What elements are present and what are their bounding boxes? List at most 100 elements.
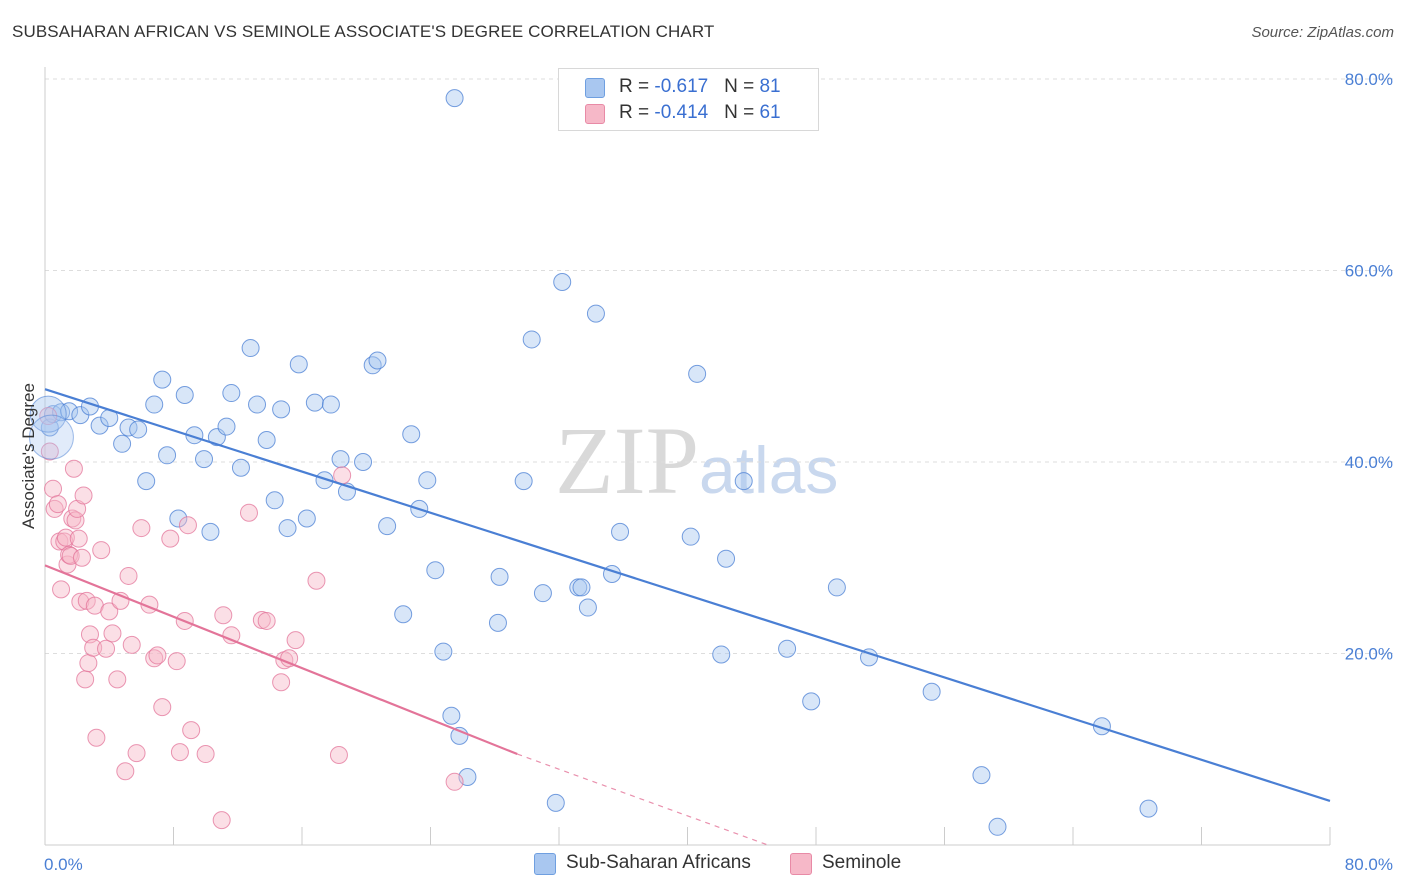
point-sub-saharan bbox=[331, 450, 350, 469]
point-sub-saharan bbox=[802, 692, 821, 711]
legend-text-sub-saharan: R = -0.617 N = 81 bbox=[619, 76, 781, 98]
point-sub-saharan bbox=[586, 304, 605, 323]
point-sub-saharan bbox=[402, 425, 421, 444]
point-seminole bbox=[61, 546, 80, 565]
point-seminole bbox=[132, 519, 151, 538]
point-sub-saharan bbox=[490, 567, 509, 586]
points-layer bbox=[28, 89, 1158, 836]
point-sub-saharan bbox=[922, 682, 941, 701]
trend-line-seminole-extrapolated bbox=[517, 753, 769, 846]
point-sub-saharan bbox=[354, 453, 373, 471]
point-seminole bbox=[100, 602, 119, 621]
y-tick-label: 60.0% bbox=[1345, 262, 1393, 281]
point-sub-saharan bbox=[418, 471, 437, 490]
point-sub-saharan bbox=[522, 330, 541, 349]
legend-swatch-sub-saharan bbox=[585, 78, 605, 98]
legend-text-seminole: R = -0.414 N = 61 bbox=[619, 102, 781, 124]
point-sub-saharan bbox=[394, 605, 413, 624]
point-sub-saharan-cluster bbox=[29, 395, 67, 433]
point-sub-saharan bbox=[113, 434, 132, 453]
point-seminole bbox=[153, 698, 172, 717]
point-seminole bbox=[119, 566, 138, 585]
point-seminole bbox=[45, 499, 64, 518]
point-seminole bbox=[329, 745, 348, 764]
stats-legend: R = -0.617 N = 81 R = -0.414 N = 61 bbox=[558, 68, 819, 131]
chart-title: SUBSAHARAN AFRICAN VS SEMINOLE ASSOCIATE… bbox=[12, 22, 715, 41]
point-sub-saharan bbox=[158, 446, 177, 465]
point-seminole bbox=[74, 486, 93, 505]
point-seminole bbox=[178, 516, 197, 535]
point-seminole bbox=[80, 625, 99, 644]
point-seminole bbox=[87, 728, 106, 747]
point-sub-saharan bbox=[488, 613, 507, 632]
bottom-legend-swatch-seminole bbox=[790, 853, 812, 875]
point-seminole bbox=[84, 638, 103, 657]
point-seminole bbox=[40, 442, 59, 461]
point-sub-saharan bbox=[988, 817, 1007, 836]
point-seminole bbox=[445, 772, 464, 791]
point-sub-saharan bbox=[1139, 799, 1158, 818]
point-sub-saharan bbox=[315, 471, 334, 490]
point-seminole bbox=[48, 495, 67, 514]
point-sub-saharan bbox=[241, 339, 260, 358]
point-seminole bbox=[182, 721, 201, 740]
point-sub-saharan bbox=[972, 766, 991, 785]
point-sub-saharan bbox=[278, 519, 297, 538]
legend-n-label: N = bbox=[724, 76, 760, 97]
point-sub-saharan bbox=[195, 450, 214, 469]
point-seminole bbox=[212, 811, 231, 830]
point-sub-saharan bbox=[272, 400, 291, 419]
point-seminole bbox=[307, 571, 326, 590]
legend-n-value: 61 bbox=[759, 102, 781, 123]
legend-r-label: R = bbox=[619, 76, 655, 97]
point-seminole bbox=[79, 654, 98, 673]
point-seminole bbox=[257, 611, 276, 630]
point-sub-saharan bbox=[305, 393, 324, 412]
point-sub-saharan bbox=[860, 648, 879, 667]
point-seminole bbox=[170, 743, 189, 762]
bottom-legend-swatch-sub-saharan bbox=[534, 853, 556, 875]
point-seminole bbox=[69, 529, 88, 548]
point-sub-saharan bbox=[145, 395, 164, 414]
trend-layer bbox=[44, 388, 1331, 846]
point-sub-saharan bbox=[611, 522, 630, 541]
trend-line-sub-saharan bbox=[44, 388, 1331, 803]
legend-n-value: 81 bbox=[759, 76, 781, 97]
point-sub-saharan bbox=[533, 584, 552, 603]
point-sub-saharan bbox=[445, 89, 464, 108]
point-seminole bbox=[167, 652, 186, 671]
point-sub-saharan bbox=[681, 527, 700, 546]
point-seminole bbox=[280, 649, 299, 668]
point-sub-saharan bbox=[297, 509, 316, 528]
point-sub-saharan bbox=[426, 561, 445, 580]
bottom-legend-label-seminole: Seminole bbox=[822, 852, 902, 873]
trend-line-seminole bbox=[44, 564, 518, 756]
point-seminole bbox=[56, 528, 75, 547]
point-sub-saharan bbox=[514, 472, 533, 491]
point-sub-saharan bbox=[378, 517, 397, 536]
point-sub-saharan bbox=[231, 458, 250, 477]
point-sub-saharan bbox=[363, 356, 382, 375]
y-axis-label: Associate's Degree bbox=[19, 383, 38, 529]
point-sub-saharan bbox=[217, 417, 236, 436]
point-seminole bbox=[44, 479, 63, 498]
point-sub-saharan bbox=[257, 430, 276, 449]
point-sub-saharan bbox=[553, 272, 572, 291]
point-sub-saharan bbox=[434, 642, 453, 661]
y-tick-label: 20.0% bbox=[1345, 645, 1393, 664]
point-seminole bbox=[148, 646, 167, 665]
point-seminole bbox=[272, 673, 291, 692]
point-seminole bbox=[71, 592, 90, 611]
point-sub-saharan bbox=[778, 639, 797, 658]
point-sub-saharan bbox=[578, 598, 597, 617]
point-seminole bbox=[92, 541, 111, 560]
point-sub-saharan bbox=[688, 364, 707, 383]
point-sub-saharan bbox=[712, 645, 731, 664]
point-seminole bbox=[239, 503, 258, 522]
point-seminole bbox=[76, 670, 95, 689]
point-sub-saharan bbox=[368, 351, 387, 370]
legend-r-value: -0.414 bbox=[654, 102, 709, 123]
point-sub-saharan bbox=[90, 416, 109, 435]
point-sub-saharan bbox=[248, 395, 267, 414]
